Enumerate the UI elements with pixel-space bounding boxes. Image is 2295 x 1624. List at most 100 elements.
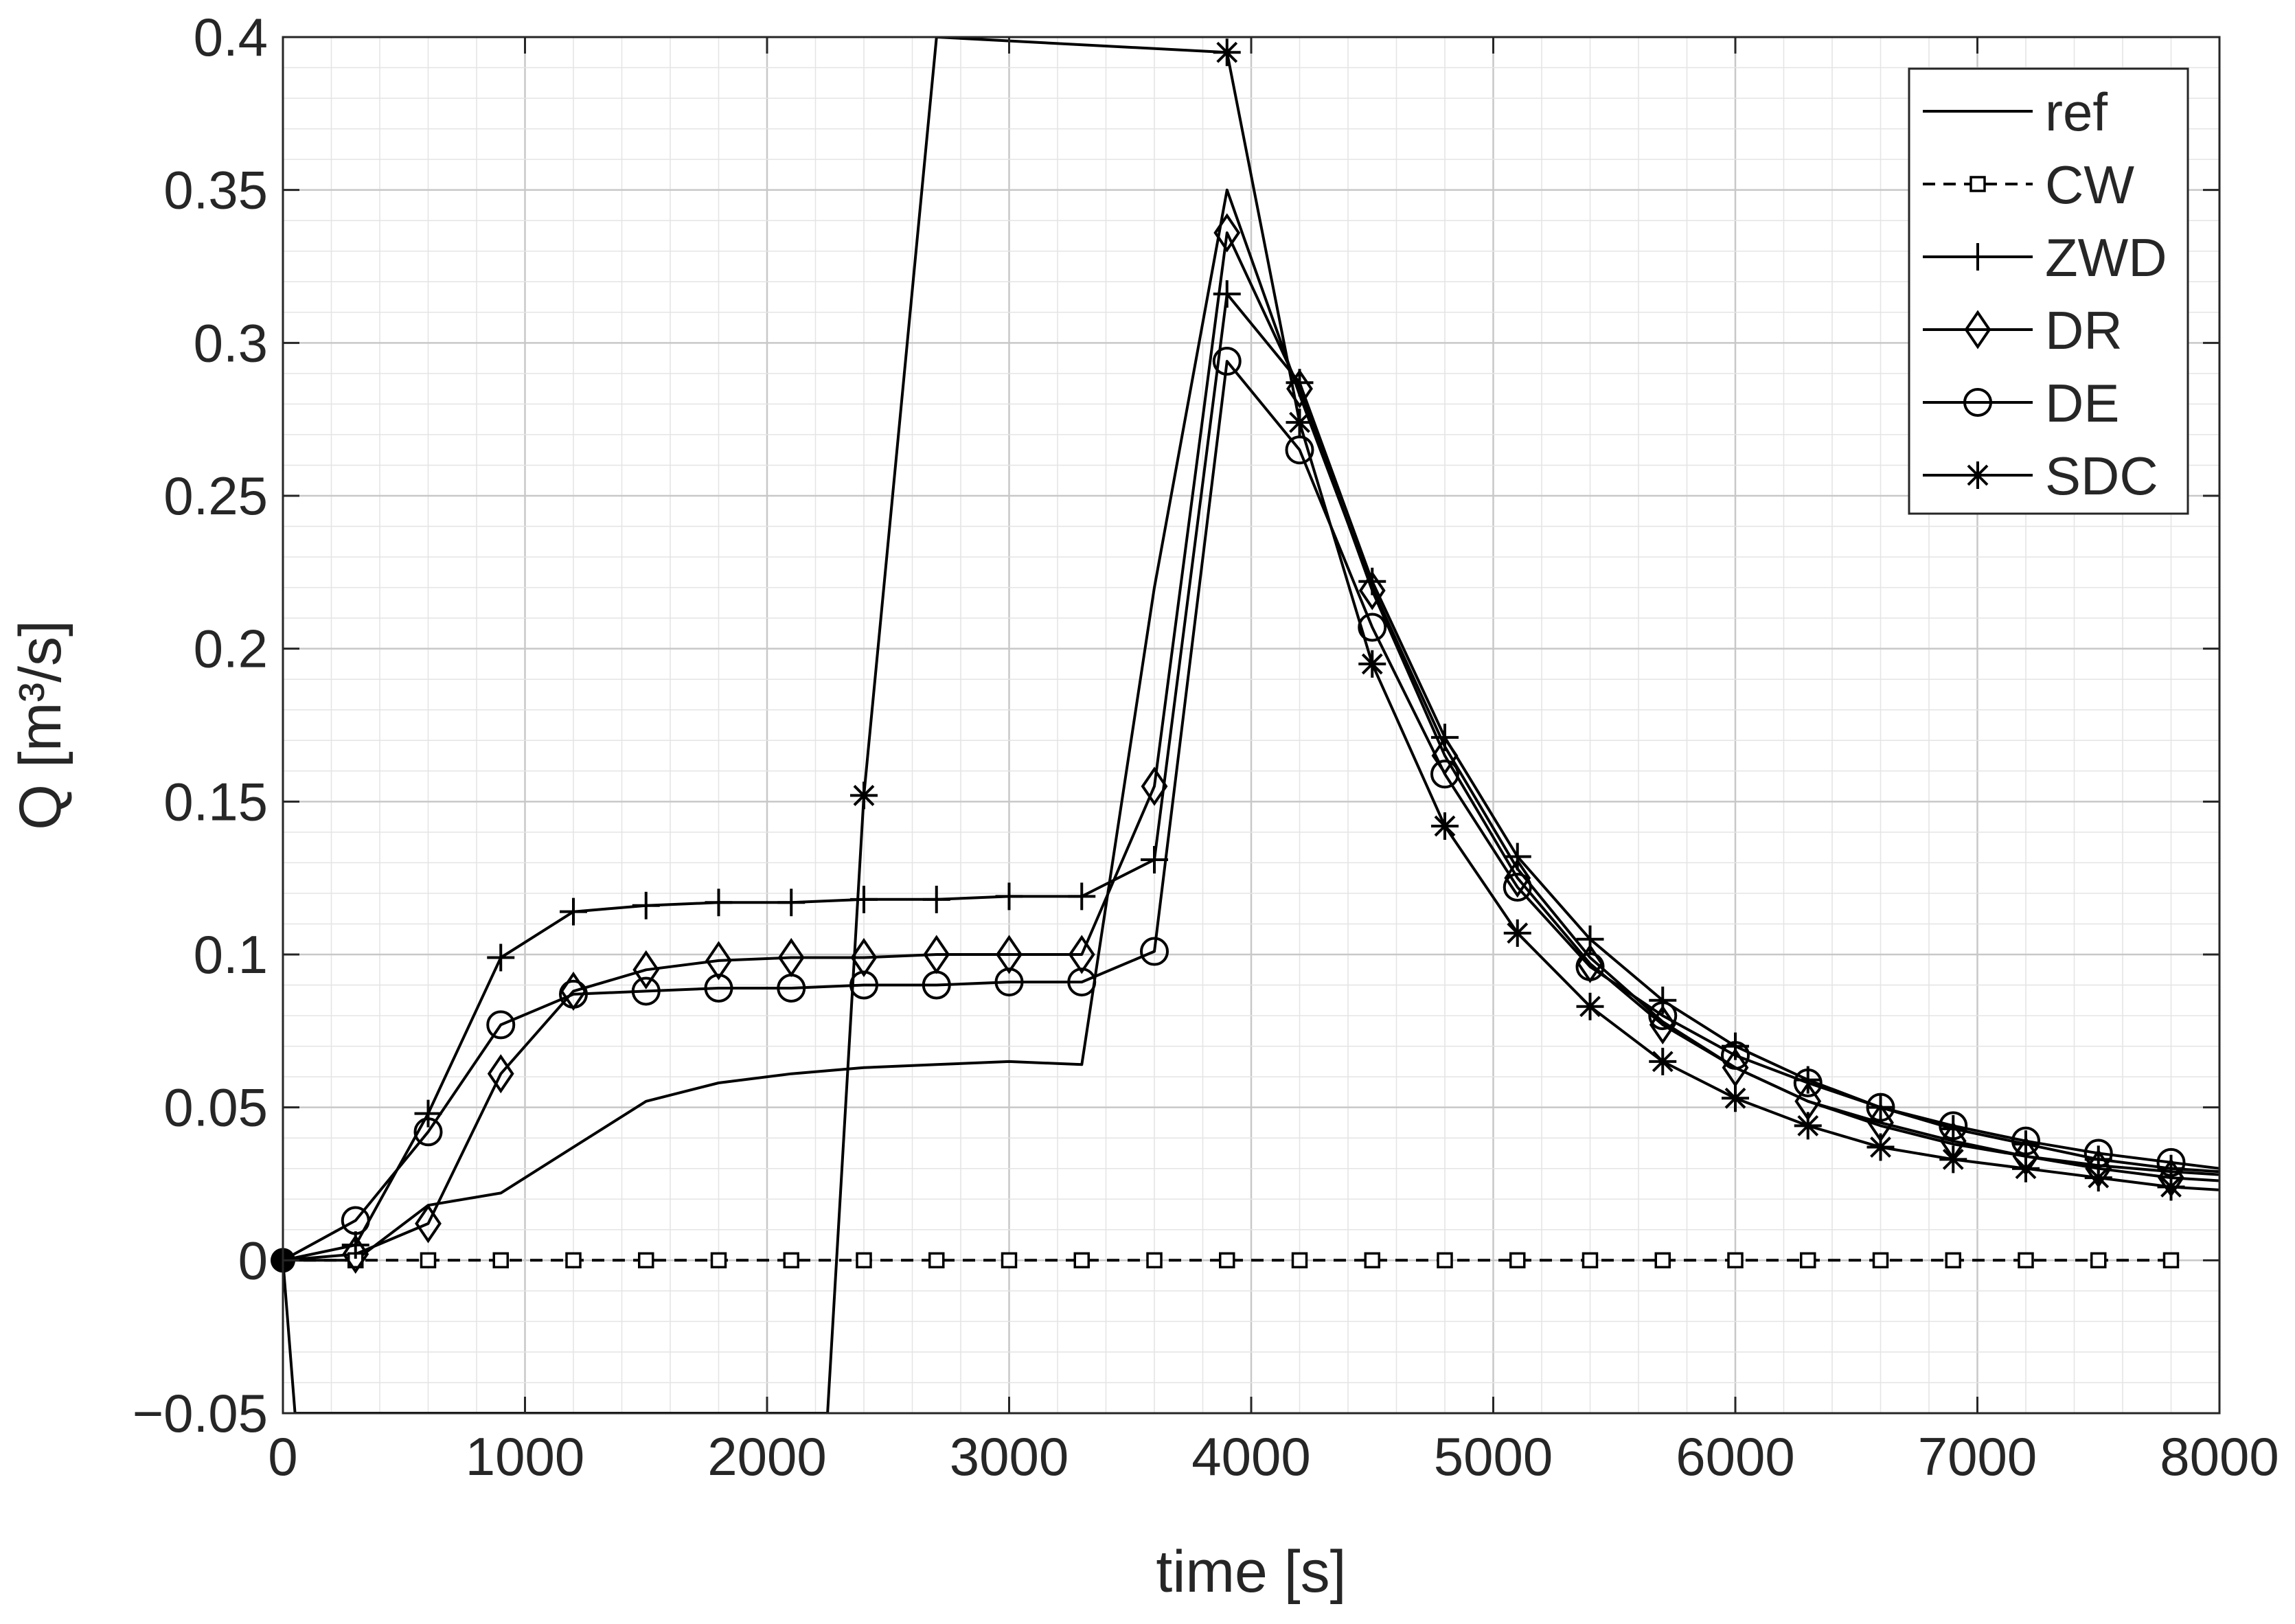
data-point-dr [632, 950, 660, 990]
data-point-de [2011, 1126, 2040, 1156]
data-point-zwd [1213, 280, 1241, 308]
y-axis-label: Q [m³/s] [8, 620, 73, 830]
data-point-de [1358, 613, 1387, 642]
data-point-sdc [1503, 919, 1531, 947]
data-point-dr [487, 1054, 514, 1094]
data-point-cw [638, 1252, 654, 1269]
legend: ref CW ZWD DR DE SDC [1908, 67, 2189, 515]
data-point-cw [420, 1252, 437, 1269]
data-point-cw [1509, 1252, 1526, 1269]
data-point-cw [565, 1252, 582, 1269]
data-point-sdc [1866, 1133, 1895, 1161]
data-point-dr [705, 941, 732, 981]
data-point-dr [1431, 735, 1459, 776]
data-point-cw [2090, 1252, 2107, 1269]
data-point-cw [1800, 1252, 1816, 1269]
data-point-dr [1504, 858, 1531, 898]
data-point-sdc [2084, 1164, 2112, 1192]
data-point-zwd [414, 1099, 442, 1128]
data-point-sdc [1576, 992, 1604, 1020]
data-point-dr [1286, 369, 1313, 409]
legend-label-zwd: ZWD [2045, 227, 2167, 288]
data-point-dr [1358, 571, 1386, 610]
data-point-zwd [1141, 845, 1168, 873]
legend-label-de: DE [2045, 373, 2119, 433]
data-point-de [1212, 347, 1242, 376]
x-tick-label: 6000 [1676, 1426, 1795, 1487]
legend-label-cw: CW [2045, 155, 2134, 215]
data-point-de [559, 979, 588, 1009]
data-point-cw [1437, 1252, 1453, 1269]
data-point-de [777, 973, 806, 1003]
data-point-dr [342, 1234, 369, 1274]
data-point-zwd [1503, 843, 1531, 871]
legend-marker-sdc [1964, 461, 1991, 489]
legend-marker-de [1963, 388, 1992, 417]
ticks: 0 1000 2000 3000 4000 5000 6000 7000 8000−0.0500… [133, 7, 2279, 1487]
data-point-de [1430, 759, 1459, 789]
data-point-cw [1945, 1252, 1961, 1269]
legend-label-dr: DR [2045, 300, 2123, 361]
data-point-cw [2018, 1252, 2034, 1269]
data-point-de [413, 1117, 443, 1147]
data-point-de [922, 970, 951, 1000]
data-point-de [1503, 873, 1532, 902]
y-tick-label: 0.2 [194, 619, 268, 679]
data-point-de [849, 970, 878, 1000]
x-tick-label: 0 [268, 1426, 297, 1487]
y-tick-label: 0.35 [163, 160, 268, 220]
data-point-cw [710, 1252, 727, 1269]
x-tick-label: 8000 [2160, 1426, 2279, 1487]
data-point-zwd [922, 885, 950, 913]
data-point-de [341, 1206, 370, 1235]
series-line-dr [283, 231, 2219, 1262]
data-point-zwd [1068, 882, 1096, 911]
data-point-cw [1219, 1252, 1235, 1269]
data-point-cw [1727, 1252, 1744, 1269]
y-tick-label: 0 [238, 1230, 268, 1290]
y-tick-label: 0.05 [163, 1077, 268, 1138]
data-point-cw [1146, 1252, 1163, 1269]
data-point-sdc [1939, 1145, 1967, 1174]
legend-box [1908, 67, 2189, 515]
data-point-sdc [1286, 409, 1314, 437]
data-point-de [1575, 952, 1605, 981]
data-point-de [994, 968, 1024, 997]
data-point-zwd [487, 943, 515, 972]
data-point-dr [1213, 213, 1241, 253]
data-point-de [1721, 1040, 1750, 1070]
y-tick-label: 0.1 [194, 924, 268, 985]
data-point-zwd [632, 891, 660, 919]
data-point-de [1140, 937, 1169, 966]
y-tick-label: 0.15 [163, 771, 268, 832]
data-point-cw [1872, 1252, 1889, 1269]
data-point-dr [1068, 935, 1095, 974]
data-point-dr [850, 937, 878, 978]
data-point-sdc [850, 781, 878, 810]
data-point-zwd [995, 882, 1023, 911]
markers-group [271, 38, 2186, 1274]
data-point-cw [1073, 1252, 1090, 1269]
data-point-cw [1654, 1252, 1671, 1269]
series-line-de [283, 360, 2219, 1262]
data-point-dr [1141, 766, 1168, 806]
x-axis-label: time [s] [1156, 1539, 1346, 1605]
x-tick-label: 2000 [707, 1426, 827, 1487]
data-point-de [1067, 968, 1097, 997]
data-point-sdc [1213, 38, 1241, 67]
y-tick-label: 0.4 [194, 7, 268, 67]
data-point-zwd [850, 885, 878, 913]
data-point-de [1866, 1093, 1895, 1122]
data-point-cw [1291, 1252, 1308, 1269]
data-point-sdc [1649, 1047, 1677, 1075]
data-point-sdc [2157, 1173, 2185, 1201]
data-point-de [1285, 435, 1314, 465]
data-point-dr [996, 935, 1023, 974]
legend-label-sdc: SDC [2045, 446, 2158, 506]
data-point-de [631, 976, 661, 1006]
data-point-de [1939, 1111, 1968, 1141]
x-tick-label: 1000 [466, 1426, 585, 1487]
y-tick-label: 0.25 [163, 466, 268, 526]
data-point-cw [1364, 1252, 1380, 1269]
y-tick-label: 0.3 [194, 312, 268, 373]
